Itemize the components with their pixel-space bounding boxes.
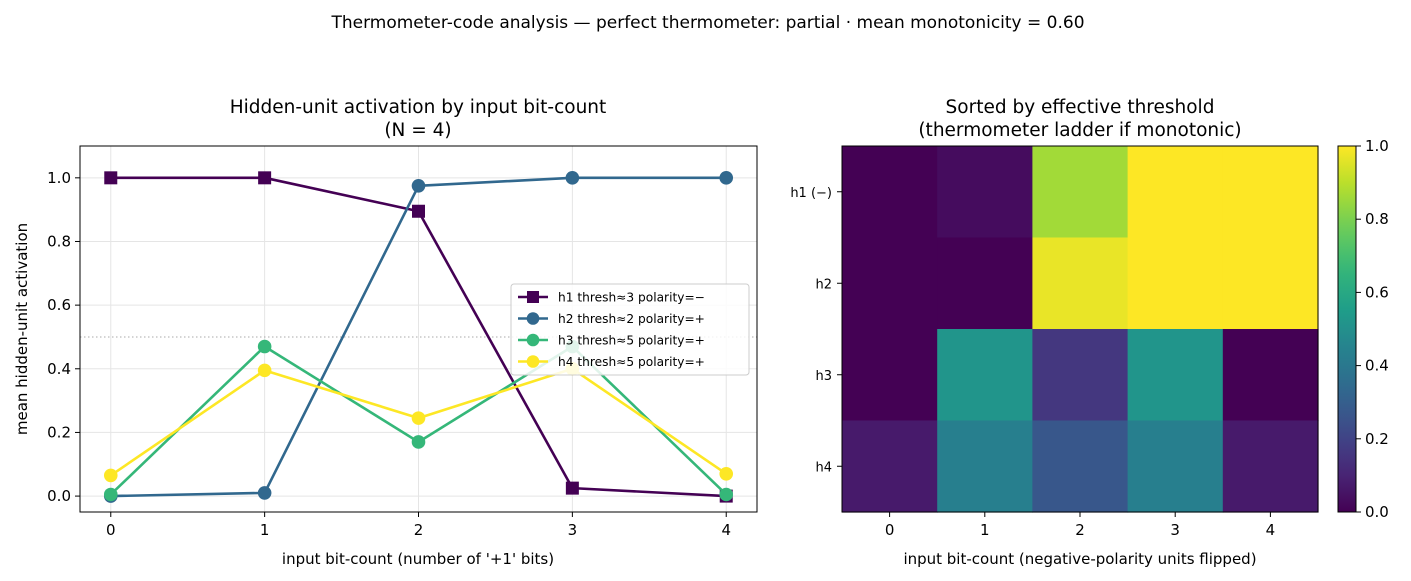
heatmap-cell	[842, 237, 938, 330]
heatmap-ticks: 0 1 2 3 4 h1 (−) h2 h3 h4	[790, 186, 1275, 539]
data-point	[719, 171, 734, 185]
data-point	[412, 204, 425, 218]
heatmap-cell	[1032, 329, 1129, 422]
x-tick-label: 2	[1075, 521, 1085, 539]
x-tick-label: 2	[414, 521, 424, 539]
colorbar: 0.0 0.2 0.4 0.6 0.8 1.0	[1337, 137, 1389, 521]
colorbar-tick-label: 0.2	[1365, 430, 1389, 448]
data-point	[411, 411, 426, 425]
heatmap-cell	[937, 420, 1033, 513]
heatmap-cells	[842, 146, 1319, 513]
data-point	[103, 468, 118, 483]
colorbar-tick-label: 0.8	[1365, 210, 1389, 228]
x-tick-label: 1	[980, 521, 990, 539]
heatmap-cell	[1222, 329, 1319, 422]
y-tick-label: 0.0	[47, 487, 71, 505]
x-tick-label: 0	[106, 521, 116, 539]
data-point	[719, 487, 734, 502]
line-chart-subtitle: (N = 4)	[384, 120, 451, 141]
data-point	[104, 171, 118, 185]
colorbar-tick-label: 0.6	[1365, 283, 1389, 301]
y-tick-label: 1.0	[47, 169, 71, 187]
heatmap-subtitle: (thermometer ladder if monotonic)	[918, 120, 1241, 141]
data-point	[257, 339, 272, 354]
legend-marker	[526, 312, 540, 325]
heatmap-cell	[1032, 420, 1129, 513]
legend-marker	[526, 355, 540, 368]
colorbar-tick-label: 1.0	[1365, 137, 1389, 155]
data-point	[411, 178, 426, 193]
heatmap-cell	[1127, 237, 1224, 330]
x-tick-label: 0	[885, 521, 895, 539]
data-point	[565, 171, 580, 185]
y-tick-label: h4	[815, 460, 832, 475]
y-tick-label: h3	[815, 369, 832, 384]
heatmap-panel: Sorted by effective threshold (thermomet…	[790, 97, 1389, 568]
legend-marker	[527, 291, 539, 303]
data-point	[411, 435, 426, 449]
legend-label: h1 thresh≈3 polarity=−	[558, 291, 705, 305]
heatmap-xlabel: input bit-count (negative-polarity units…	[903, 550, 1256, 568]
x-tick-label: 3	[568, 521, 578, 539]
heatmap-cell	[1222, 146, 1319, 239]
legend-label: h2 thresh≈2 polarity=+	[558, 312, 705, 326]
x-tick-label: 1	[260, 521, 270, 539]
heatmap-cell	[1222, 420, 1319, 513]
heatmap-cell	[1127, 420, 1224, 513]
x-tick-label: 3	[1170, 521, 1180, 539]
y-tick-label: h1 (−)	[790, 186, 832, 201]
data-point	[258, 171, 272, 185]
heatmap-cell	[842, 146, 938, 239]
line-chart-ylabel: mean hidden-unit activation	[13, 223, 31, 435]
y-tick-label: 0.6	[47, 296, 71, 314]
x-tick-label: 4	[1266, 521, 1276, 539]
legend-marker	[526, 333, 540, 347]
legend-label: h3 thresh≈5 polarity=+	[558, 334, 705, 348]
colorbar-tick-label: 0.0	[1365, 503, 1389, 521]
colorbar-scale	[1337, 145, 1357, 513]
y-tick-label: 0.2	[47, 423, 71, 441]
data-point	[257, 363, 272, 378]
y-tick-label: 0.4	[47, 360, 71, 378]
x-tick-label: 4	[721, 521, 731, 539]
heatmap-cell	[1127, 329, 1224, 422]
heatmap-cell	[1032, 237, 1129, 330]
legend-label: h4 thresh≈5 polarity=+	[558, 355, 705, 369]
y-tick-label: 0.8	[47, 232, 71, 250]
heatmap-cell	[1032, 146, 1129, 239]
line-chart-legend: h1 thresh≈3 polarity=− h2 thresh≈2 polari…	[510, 283, 750, 376]
data-point	[719, 467, 734, 481]
heatmap-title: Sorted by effective threshold	[946, 97, 1215, 118]
heatmap-cell	[842, 420, 938, 513]
series-1	[104, 171, 733, 503]
y-tick-label: h2	[815, 277, 832, 292]
legend-box	[510, 283, 750, 376]
line-chart-ticks: 0 1 2 3 4 0.0 0.2 0.4 0.6 0.8 1.0	[47, 169, 731, 539]
heatmap-cell	[842, 329, 938, 422]
data-point	[257, 486, 272, 500]
heatmap-cell	[937, 146, 1033, 239]
heatmap-cell	[1222, 237, 1319, 330]
heatmap-cell	[1127, 146, 1224, 239]
heatmap-cell	[937, 237, 1033, 330]
heatmap-cell	[937, 329, 1033, 422]
data-point	[103, 487, 118, 502]
line-chart-title: Hidden-unit activation by input bit-coun…	[230, 97, 607, 118]
colorbar-tick-label: 0.4	[1365, 357, 1389, 375]
line-chart-panel: Hidden-unit activation by input bit-coun…	[13, 97, 758, 568]
line-chart-xlabel: input bit-count (number of '+1' bits)	[282, 550, 554, 568]
figure-suptitle: Thermometer-code analysis — perfect ther…	[330, 13, 1084, 33]
data-point	[565, 481, 579, 495]
